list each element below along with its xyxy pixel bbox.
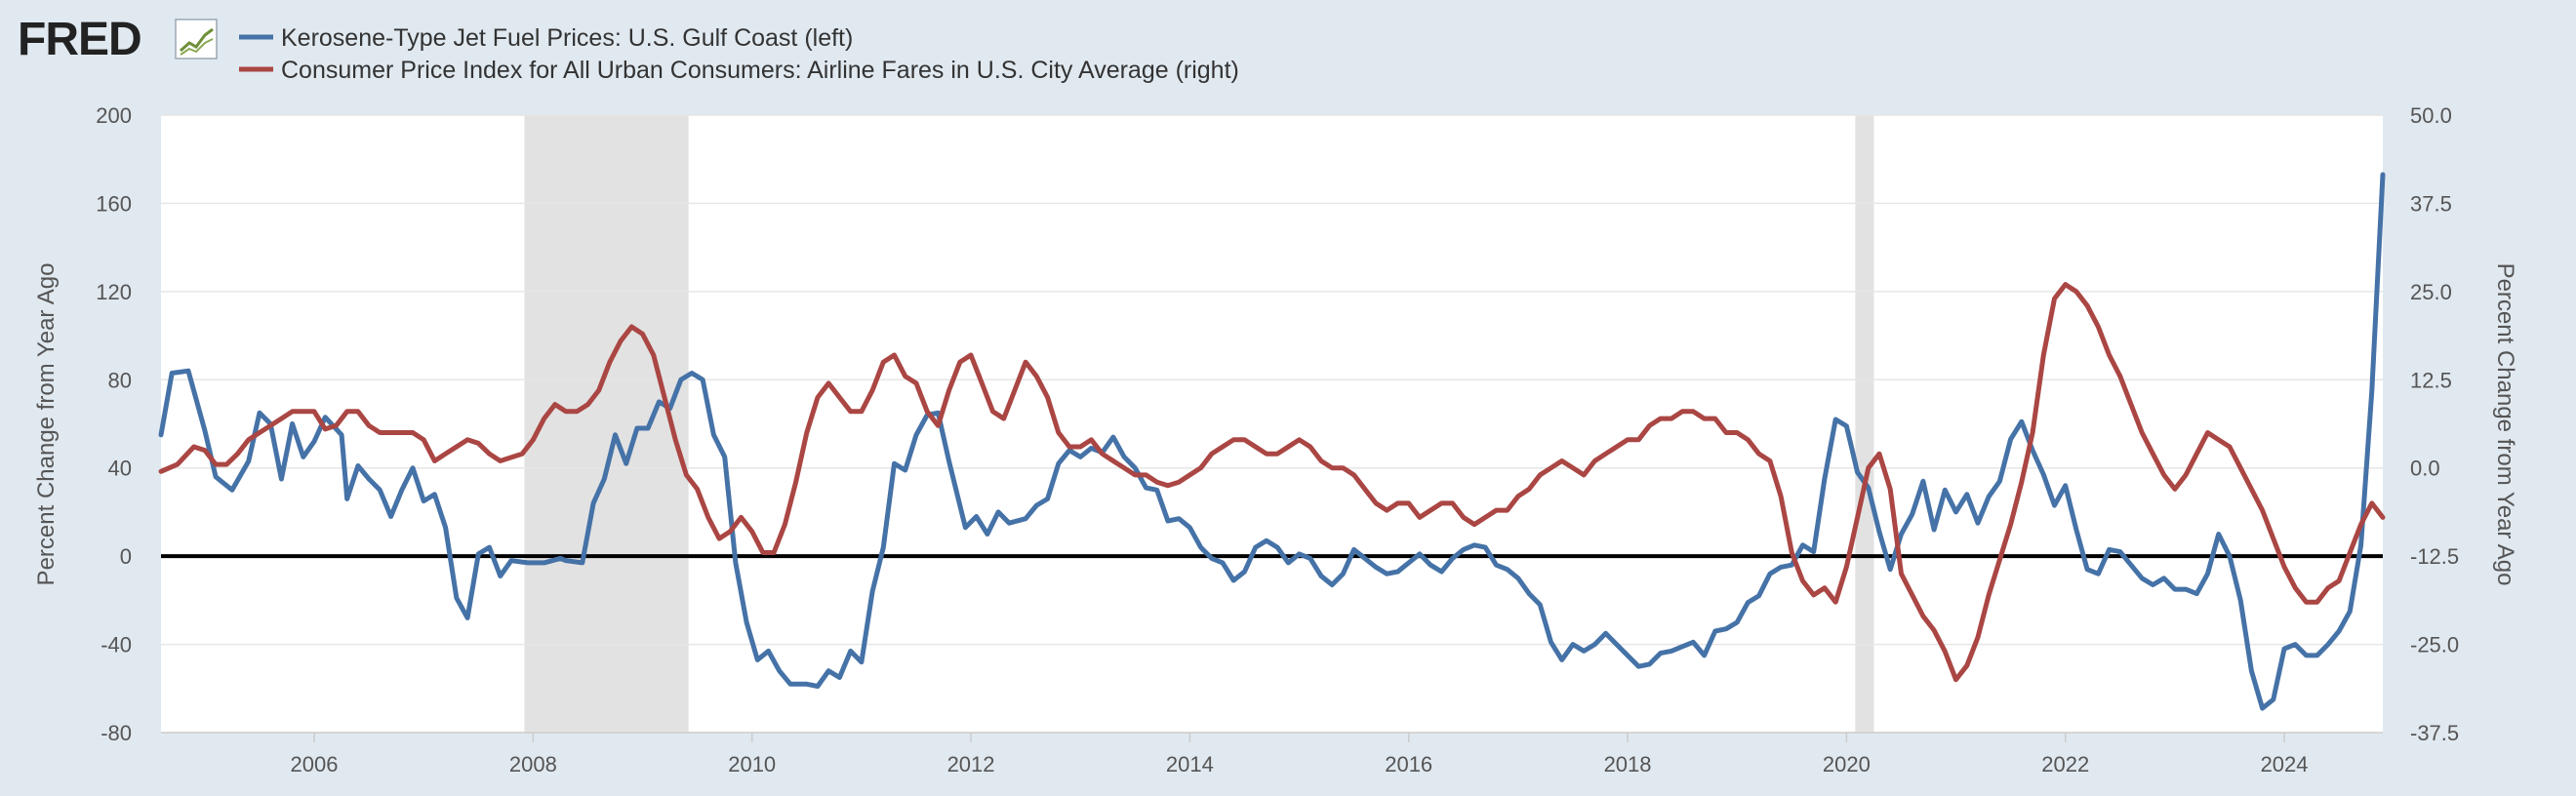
left-tick-label: -80 (101, 721, 132, 745)
left-tick-label: 40 (108, 457, 132, 481)
x-tick-label: 2012 (947, 752, 995, 776)
right-axis-title: Percent Change from Year Ago (2492, 263, 2518, 586)
left-tick-label: 200 (96, 103, 132, 128)
right-tick-label: 37.5 (2410, 191, 2452, 216)
right-tick-label: -25.0 (2410, 633, 2459, 657)
left-tick-label: 120 (96, 280, 132, 304)
left-tick-label: -40 (101, 633, 132, 657)
right-tick-label: 50.0 (2410, 103, 2452, 128)
left-axis-title: Percent Change from Year Ago (33, 263, 60, 586)
left-tick-label: 80 (108, 368, 132, 392)
x-tick-label: 2022 (2041, 752, 2089, 776)
series-line-jet-fuel (158, 172, 2386, 711)
legend: Kerosene-Type Jet Fuel Prices: U.S. Gulf… (239, 24, 1239, 84)
legend-label: Kerosene-Type Jet Fuel Prices: U.S. Gulf… (281, 24, 853, 52)
recession-band (524, 115, 689, 733)
fred-logo[interactable]: FRED (18, 14, 218, 65)
left-tick-label: 160 (96, 191, 132, 216)
series-lines (158, 172, 2386, 711)
series-line-airline-fares (158, 282, 2386, 683)
x-tick-label: 2008 (509, 752, 557, 776)
legend-item-jet-fuel[interactable]: Kerosene-Type Jet Fuel Prices: U.S. Gulf… (239, 24, 853, 52)
left-tick-label: 0 (120, 544, 132, 569)
right-tick-label: 25.0 (2410, 280, 2452, 304)
left-axis: -80 -40 0 40 80 120 160 200 (96, 103, 132, 745)
x-tick-label: 2010 (728, 752, 776, 776)
right-tick-label: -12.5 (2410, 544, 2459, 569)
right-tick-label: 0.0 (2410, 457, 2440, 481)
x-tick-label: 2016 (1385, 752, 1432, 776)
x-tick-label: 2020 (1823, 752, 1871, 776)
x-tick-label: 2014 (1166, 752, 1214, 776)
x-tick-label: 2024 (2261, 752, 2309, 776)
plot-area (161, 115, 2383, 733)
right-axis: -37.5 -25.0 -12.5 0.0 12.5 25.0 37.5 50.0 (2410, 103, 2459, 745)
legend-item-airline-fares[interactable]: Consumer Price Index for All Urban Consu… (239, 57, 1239, 84)
trend-graph-icon (175, 19, 218, 60)
recession-band (1855, 115, 1874, 733)
x-tick-label: 2006 (291, 752, 339, 776)
x-tick-label: 2018 (1604, 752, 1652, 776)
legend-label: Consumer Price Index for All Urban Consu… (281, 57, 1239, 84)
x-axis: 2006 2008 2010 2012 2014 2016 2018 2020 2022 2024 (161, 732, 2383, 776)
recession-shading (524, 115, 1874, 733)
right-tick-label: -37.5 (2410, 721, 2459, 745)
logo-text: FRED (18, 14, 141, 65)
right-tick-label: 12.5 (2410, 368, 2452, 392)
